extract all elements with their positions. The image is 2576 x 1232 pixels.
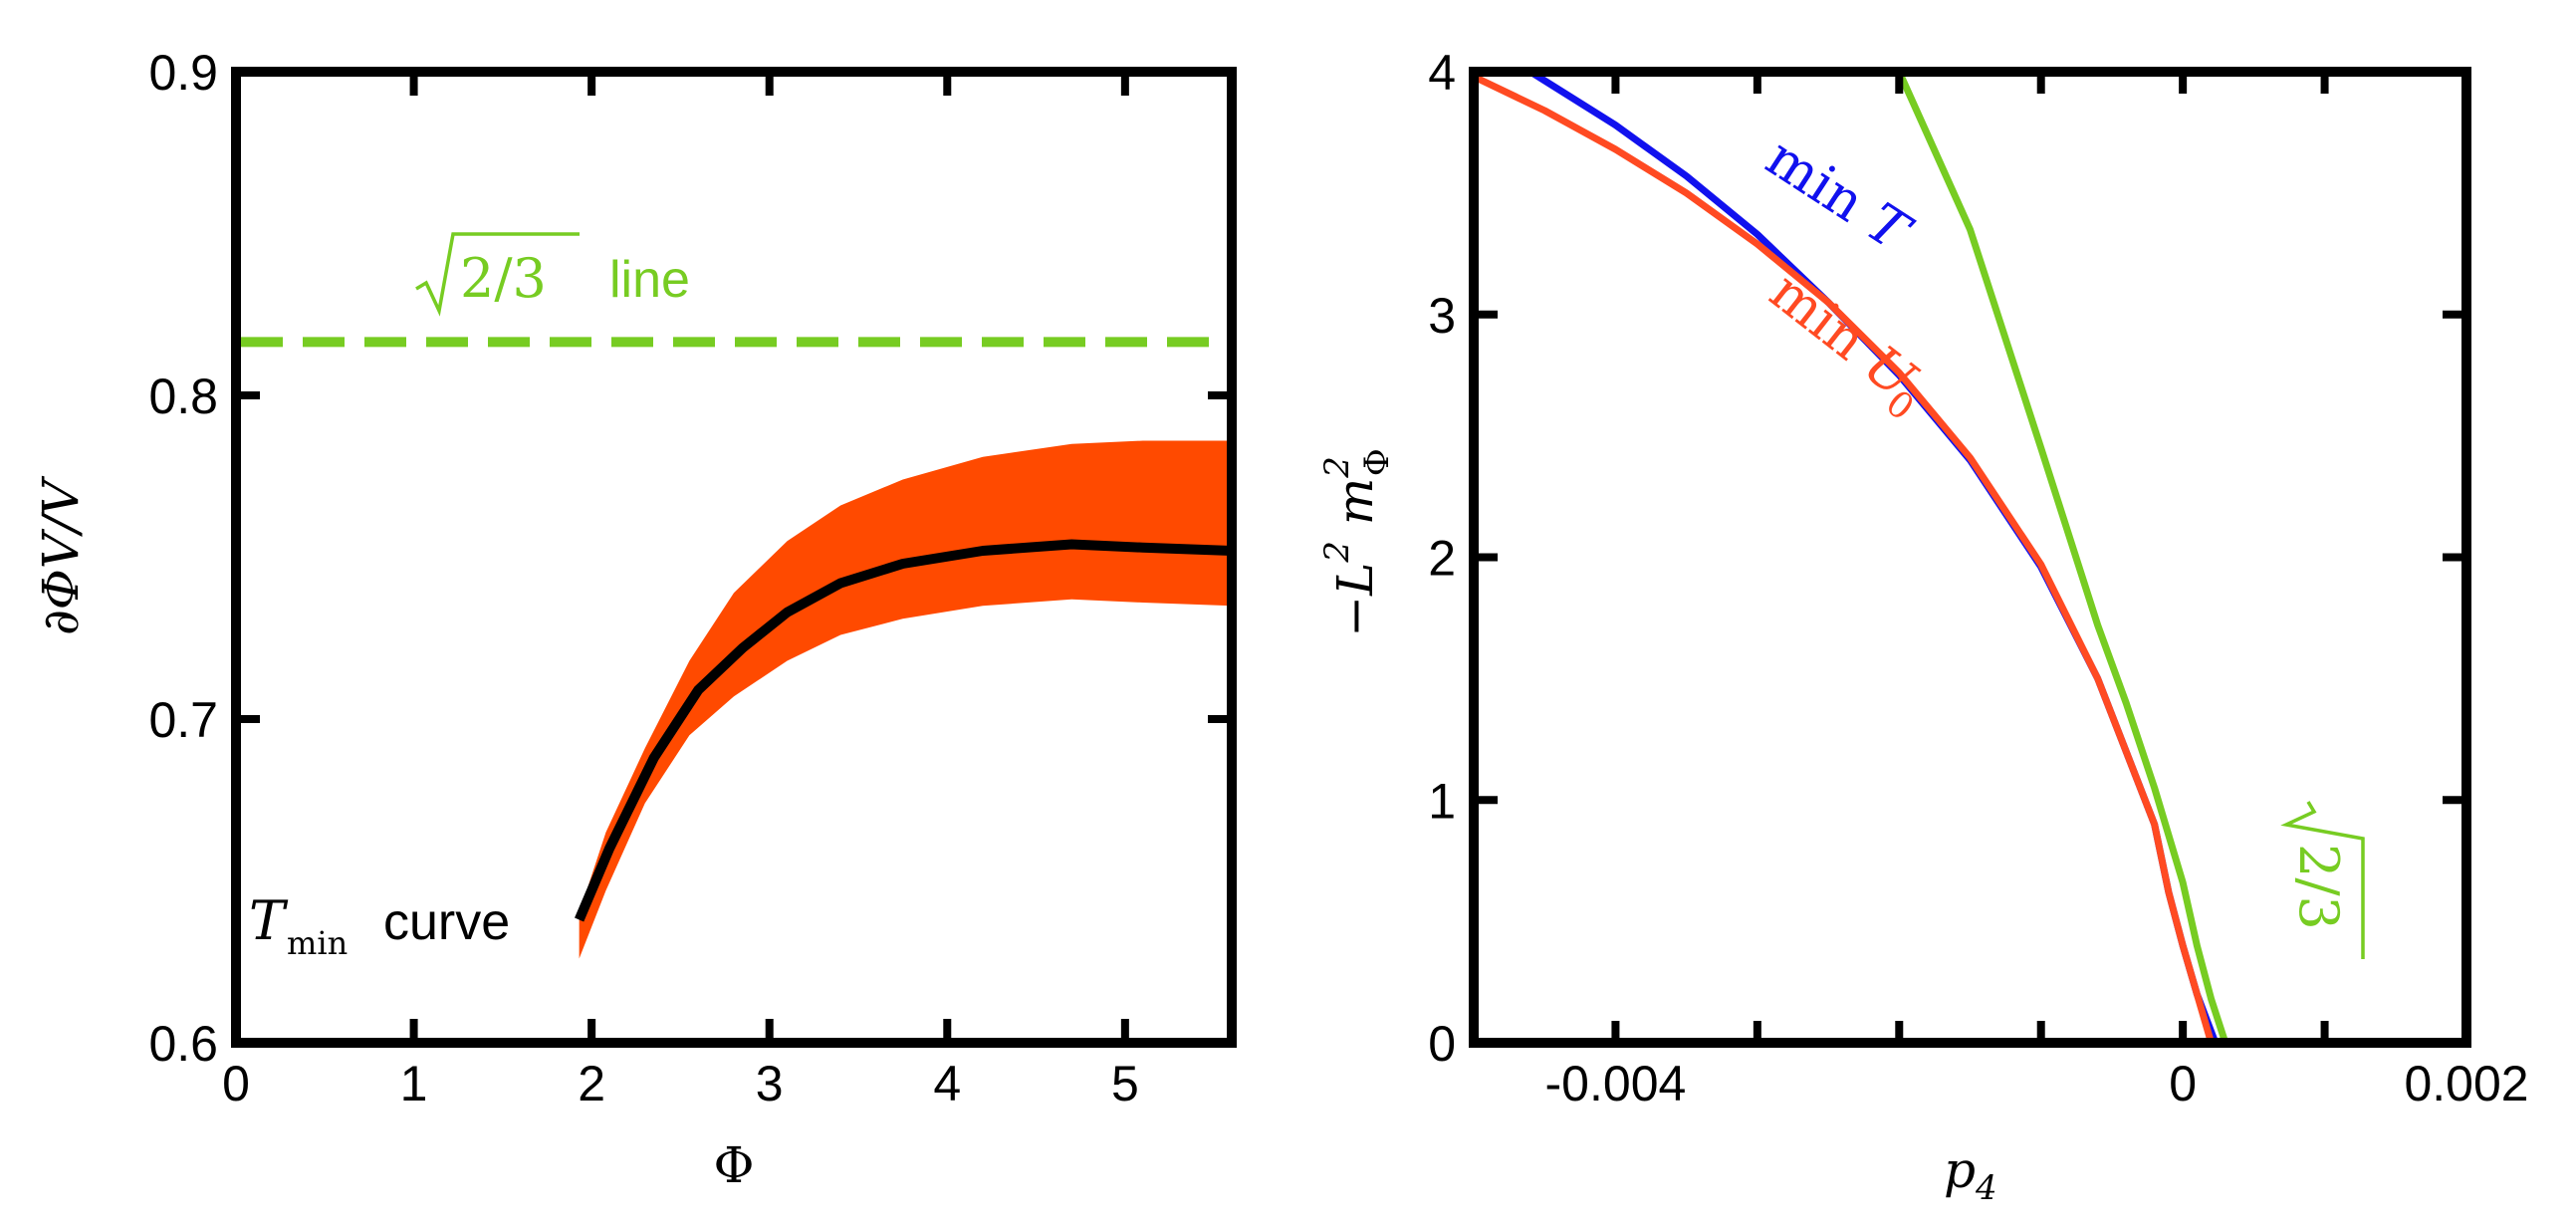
series-line-tmin-curve bbox=[575, 539, 1233, 922]
left-y-label: ∂ΦV/V bbox=[32, 475, 90, 635]
curve-label-symbol: T bbox=[249, 889, 289, 952]
right-x-label-main: p4 bbox=[1944, 1141, 1997, 1208]
left-x-tick-label: 2 bbox=[578, 1056, 605, 1111]
sqrt-sign-icon bbox=[415, 232, 580, 317]
min-u0-annotation: min U 0 bbox=[1758, 260, 1928, 429]
right-y-label-main: −L2 m2Φ bbox=[1317, 448, 1397, 637]
curve-annotation: T min curve bbox=[249, 889, 510, 962]
right-y-tick-label: 4 bbox=[1428, 45, 1456, 101]
right-x-tick-label: 0.002 bbox=[2404, 1056, 2528, 1111]
left-x-tick-label: 0 bbox=[222, 1056, 250, 1111]
left-x-tick-label: 5 bbox=[1111, 1056, 1139, 1111]
ref-line-annotation: 2/3 line bbox=[415, 232, 690, 317]
left-band-layer bbox=[579, 440, 1232, 959]
series-line-sqrt-two-thirds bbox=[1896, 72, 2229, 1043]
sqrt-annotation: 2/3 bbox=[2280, 801, 2365, 959]
left-x-label: Φ bbox=[714, 1136, 755, 1194]
left-panel: 0 1 2 3 4 5 0.6 0.7 0.8 0.9 Φ ∂ΦV/V 2/3 line T mi… bbox=[32, 45, 1237, 1194]
right-x-tick-label: -0.004 bbox=[1545, 1056, 1687, 1111]
right-panel: -0.004 0 0.002 0 1 2 3 4 p4 −L2 m2Φ min T min U… bbox=[1317, 45, 2529, 1208]
right-x-tick-label: 0 bbox=[2169, 1056, 2197, 1111]
sqrt-sign-icon bbox=[2280, 801, 2365, 959]
left-y-tick-label: 0.8 bbox=[148, 369, 218, 424]
right-y-label: −L2 m2Φ bbox=[1317, 448, 1397, 637]
min-u0-prefix: min bbox=[1758, 260, 1878, 372]
right-y-tick-label: 3 bbox=[1428, 288, 1456, 344]
ref-line-word: line bbox=[609, 251, 690, 309]
left-ticks: 0 1 2 3 4 5 0.6 0.7 0.8 0.9 bbox=[148, 45, 1232, 1111]
right-x-label: p4 bbox=[1944, 1141, 1997, 1208]
curve-label-subscript: min bbox=[287, 924, 348, 962]
min-t-annotation: min T bbox=[1756, 125, 1923, 265]
left-y-tick-label: 0.6 bbox=[148, 1016, 218, 1072]
sqrt-annotation-arg: 2/3 bbox=[2287, 844, 2350, 930]
series-line-min-u0 bbox=[1474, 73, 2215, 1043]
left-x-tick-label: 1 bbox=[400, 1056, 428, 1111]
right-series-layer bbox=[1474, 72, 2229, 1043]
left-x-tick-label: 4 bbox=[933, 1056, 961, 1111]
right-y-tick-label: 2 bbox=[1428, 531, 1456, 587]
right-ticks: -0.004 0 0.002 0 1 2 3 4 bbox=[1428, 45, 2528, 1111]
left-series-layer bbox=[575, 539, 1233, 922]
left-plot-frame bbox=[231, 67, 1237, 1048]
curve-label-word: curve bbox=[383, 893, 510, 951]
min-t-prefix: min bbox=[1756, 125, 1876, 234]
left-y-tick-label: 0.7 bbox=[148, 692, 218, 748]
left-y-tick-label: 0.9 bbox=[148, 45, 218, 101]
uncertainty-band bbox=[579, 440, 1232, 959]
left-x-tick-label: 3 bbox=[756, 1056, 784, 1111]
min-t-symbol: T bbox=[1856, 190, 1924, 265]
right-y-tick-label: 1 bbox=[1428, 773, 1456, 829]
ref-line-sqrt-arg: 2/3 bbox=[460, 247, 547, 310]
right-y-tick-label: 0 bbox=[1428, 1016, 1456, 1072]
